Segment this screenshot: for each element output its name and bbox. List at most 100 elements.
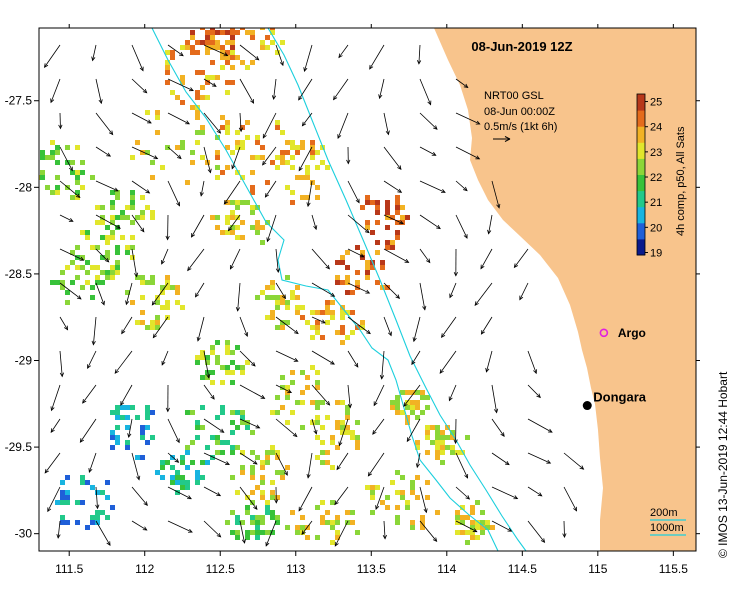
sst-pixel — [225, 80, 230, 85]
y-tick-label: -29 — [15, 354, 33, 368]
current-vector-head — [216, 532, 222, 538]
sst-pixel — [115, 435, 120, 440]
sst-pixel — [50, 155, 55, 160]
current-vector — [419, 146, 436, 156]
argo-marker — [599, 328, 609, 338]
sst-pixel — [420, 515, 425, 520]
current-vector — [82, 384, 97, 404]
current-vector-head — [475, 120, 481, 125]
sst-pixel — [320, 400, 325, 405]
sst-pixel — [225, 440, 230, 445]
sst-pixel — [80, 475, 85, 480]
current-vector — [347, 350, 359, 368]
current-vector-head — [59, 372, 65, 378]
current-vector-head — [187, 266, 192, 272]
sst-pixel — [420, 390, 425, 395]
sst-pixel — [350, 330, 355, 335]
sst-pixel — [260, 480, 265, 485]
sst-pixel — [125, 445, 130, 450]
sst-pixel — [235, 520, 240, 525]
sst-pixel — [265, 180, 270, 185]
sst-pixel — [60, 500, 65, 505]
sst-pixel — [395, 505, 400, 510]
sst-pixel — [405, 415, 410, 420]
sst-pixel — [365, 220, 370, 225]
sst-pixel — [95, 510, 100, 515]
current-vector-head — [95, 504, 100, 510]
current-vector-head — [207, 168, 212, 174]
current-vector-head — [427, 100, 432, 106]
sst-pixel — [235, 225, 240, 230]
contour-200m — [267, 28, 527, 551]
sst-pixel — [385, 505, 390, 510]
current-vector — [239, 384, 265, 399]
sst-pixel — [205, 360, 210, 365]
sst-pixel — [440, 440, 445, 445]
sst-pixel — [450, 435, 455, 440]
current-vector — [336, 452, 349, 470]
sst-pixel — [160, 290, 165, 295]
sst-pixel — [340, 255, 345, 260]
current-vector-head — [185, 120, 191, 125]
sst-pixel — [190, 45, 195, 50]
place-markers: Dongara Argo — [582, 326, 647, 411]
sst-pixel — [140, 280, 145, 285]
sst-pixel — [90, 295, 95, 300]
current-vector-head — [287, 389, 293, 393]
sst-pixel — [240, 175, 245, 180]
sst-pixel — [180, 75, 185, 80]
sst-pixel — [340, 430, 345, 435]
current-vector — [298, 78, 313, 101]
colorbar-segment — [637, 142, 645, 159]
current-vector — [347, 282, 370, 294]
current-vector — [383, 520, 386, 539]
sst-pixel — [80, 265, 85, 270]
current-vector — [239, 452, 258, 465]
current-vector — [95, 520, 111, 546]
current-vector — [383, 248, 409, 263]
sst-pixel — [90, 485, 95, 490]
current-vector-head — [174, 458, 180, 463]
sst-pixel — [215, 225, 220, 230]
sst-pixel — [410, 390, 415, 395]
sst-pixel — [210, 455, 215, 460]
sst-pixel — [225, 130, 230, 135]
current-vector — [455, 146, 480, 160]
sst-pixel — [185, 480, 190, 485]
current-vector-head — [87, 364, 91, 370]
sst-pixel — [165, 80, 170, 85]
sst-pixel — [180, 140, 185, 145]
sst-pixel — [400, 215, 405, 220]
current-vector-head — [151, 300, 156, 306]
current-vector-head — [346, 159, 351, 165]
current-vector — [131, 78, 147, 94]
sst-pixel — [150, 410, 155, 415]
sst-pixel — [145, 425, 150, 430]
current-vector — [368, 452, 385, 477]
sst-pixel — [165, 275, 170, 280]
sst-pixel — [350, 290, 355, 295]
sst-pixel — [295, 310, 300, 315]
sst-pixel — [175, 285, 180, 290]
sst-pixel — [180, 80, 185, 85]
sst-pixel — [220, 115, 225, 120]
current-vector — [44, 44, 61, 68]
sst-pixel — [300, 175, 305, 180]
sst-pixel — [425, 395, 430, 400]
sst-pixel — [140, 295, 145, 300]
current-vector-head — [431, 151, 437, 156]
colorbar-tick-label: 24 — [650, 122, 662, 134]
current-vector-head — [426, 258, 431, 264]
current-vector — [228, 214, 241, 231]
current-vector — [486, 350, 493, 372]
colorbar-tick-label: 20 — [650, 222, 662, 234]
sst-pixel — [80, 480, 85, 485]
sst-pixel — [290, 165, 295, 170]
current-vector-head — [147, 119, 152, 124]
sst-pixel — [180, 100, 185, 105]
sst-pixel — [355, 445, 360, 450]
sst-pixel — [400, 475, 405, 480]
current-vector-head — [47, 507, 52, 513]
current-vector — [275, 248, 279, 273]
sst-pixel — [465, 435, 470, 440]
